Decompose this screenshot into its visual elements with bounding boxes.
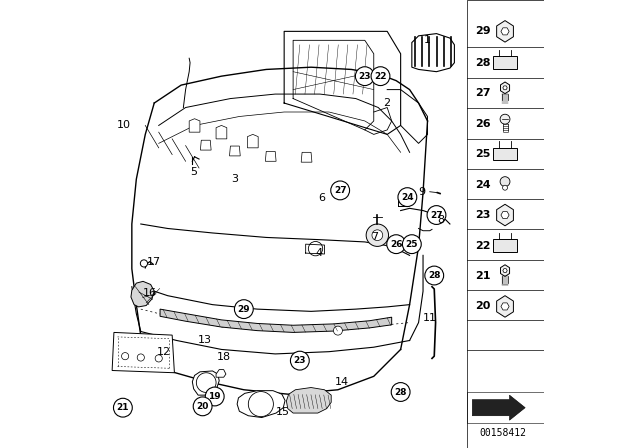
Text: 16: 16 [143, 289, 157, 298]
Polygon shape [472, 395, 525, 420]
Text: 23: 23 [475, 210, 490, 220]
Text: 25: 25 [406, 240, 418, 249]
Text: 20: 20 [196, 402, 209, 411]
Text: 26: 26 [475, 119, 491, 129]
Polygon shape [248, 134, 258, 148]
Circle shape [371, 67, 390, 86]
Circle shape [196, 373, 216, 392]
Circle shape [331, 181, 349, 200]
Text: 2: 2 [383, 98, 390, 108]
Circle shape [308, 241, 323, 256]
Polygon shape [501, 211, 509, 219]
Circle shape [248, 392, 273, 417]
Polygon shape [503, 86, 508, 90]
Text: 13: 13 [198, 336, 212, 345]
Polygon shape [192, 371, 219, 395]
Text: 28: 28 [428, 271, 440, 280]
Text: 29: 29 [475, 26, 491, 36]
Text: 26: 26 [390, 240, 403, 249]
Circle shape [425, 266, 444, 285]
Text: 7: 7 [371, 232, 378, 242]
Polygon shape [501, 28, 509, 35]
Text: 27: 27 [475, 88, 490, 98]
Text: 1: 1 [424, 35, 431, 45]
Text: 28: 28 [394, 388, 407, 396]
Circle shape [391, 383, 410, 401]
Polygon shape [503, 269, 508, 272]
Circle shape [137, 354, 145, 361]
Text: 12: 12 [157, 347, 171, 357]
Circle shape [355, 67, 374, 86]
Text: 23: 23 [358, 72, 371, 81]
Polygon shape [497, 296, 513, 317]
Text: 24: 24 [401, 193, 413, 202]
Polygon shape [266, 151, 276, 161]
Circle shape [291, 351, 309, 370]
Polygon shape [189, 119, 200, 132]
Text: 22: 22 [475, 241, 490, 250]
Text: 27: 27 [430, 211, 443, 220]
Text: 27: 27 [334, 186, 346, 195]
Text: 6: 6 [319, 193, 326, 203]
Text: 25: 25 [475, 149, 490, 159]
Polygon shape [237, 391, 285, 418]
Circle shape [113, 398, 132, 417]
Text: 15: 15 [276, 407, 291, 417]
Polygon shape [160, 309, 392, 332]
Circle shape [140, 260, 147, 267]
Text: 9: 9 [419, 187, 426, 197]
Polygon shape [200, 140, 211, 150]
Polygon shape [500, 265, 509, 276]
Polygon shape [230, 146, 240, 156]
Circle shape [122, 353, 129, 360]
Polygon shape [501, 303, 509, 310]
Circle shape [193, 397, 212, 416]
Text: 19: 19 [209, 392, 221, 401]
Text: 21: 21 [116, 403, 129, 412]
Text: 11: 11 [423, 313, 436, 323]
Text: 21: 21 [475, 271, 490, 281]
Polygon shape [216, 125, 227, 139]
Circle shape [372, 230, 383, 241]
Circle shape [205, 387, 224, 406]
Polygon shape [500, 82, 509, 94]
Text: 18: 18 [216, 352, 231, 362]
Circle shape [403, 235, 421, 254]
Text: 5: 5 [190, 167, 197, 177]
Text: 10: 10 [116, 121, 131, 130]
Text: 00158412: 00158412 [479, 428, 526, 438]
Text: 22: 22 [374, 72, 387, 81]
Text: 23: 23 [294, 356, 306, 365]
Polygon shape [112, 332, 174, 373]
Polygon shape [287, 388, 332, 413]
Text: 4: 4 [316, 248, 323, 258]
Polygon shape [493, 56, 517, 69]
Circle shape [398, 188, 417, 207]
Polygon shape [497, 21, 513, 42]
Polygon shape [216, 370, 226, 377]
Circle shape [333, 326, 342, 335]
Circle shape [366, 224, 388, 246]
Circle shape [500, 114, 510, 124]
Text: 24: 24 [475, 180, 491, 190]
Text: 14: 14 [335, 377, 349, 387]
Text: 3: 3 [232, 174, 238, 184]
Circle shape [387, 235, 406, 254]
Circle shape [500, 177, 510, 186]
Polygon shape [497, 204, 513, 226]
Circle shape [502, 185, 508, 190]
Text: 8: 8 [437, 215, 445, 224]
Text: 29: 29 [237, 305, 250, 314]
Text: 17: 17 [147, 257, 161, 267]
Text: 20: 20 [475, 302, 490, 311]
Polygon shape [131, 281, 154, 307]
Text: 28: 28 [475, 58, 490, 68]
Polygon shape [412, 34, 454, 72]
Polygon shape [301, 152, 312, 162]
Circle shape [234, 300, 253, 319]
Circle shape [155, 355, 163, 362]
Polygon shape [493, 148, 517, 160]
Polygon shape [493, 239, 517, 252]
Circle shape [427, 206, 446, 224]
